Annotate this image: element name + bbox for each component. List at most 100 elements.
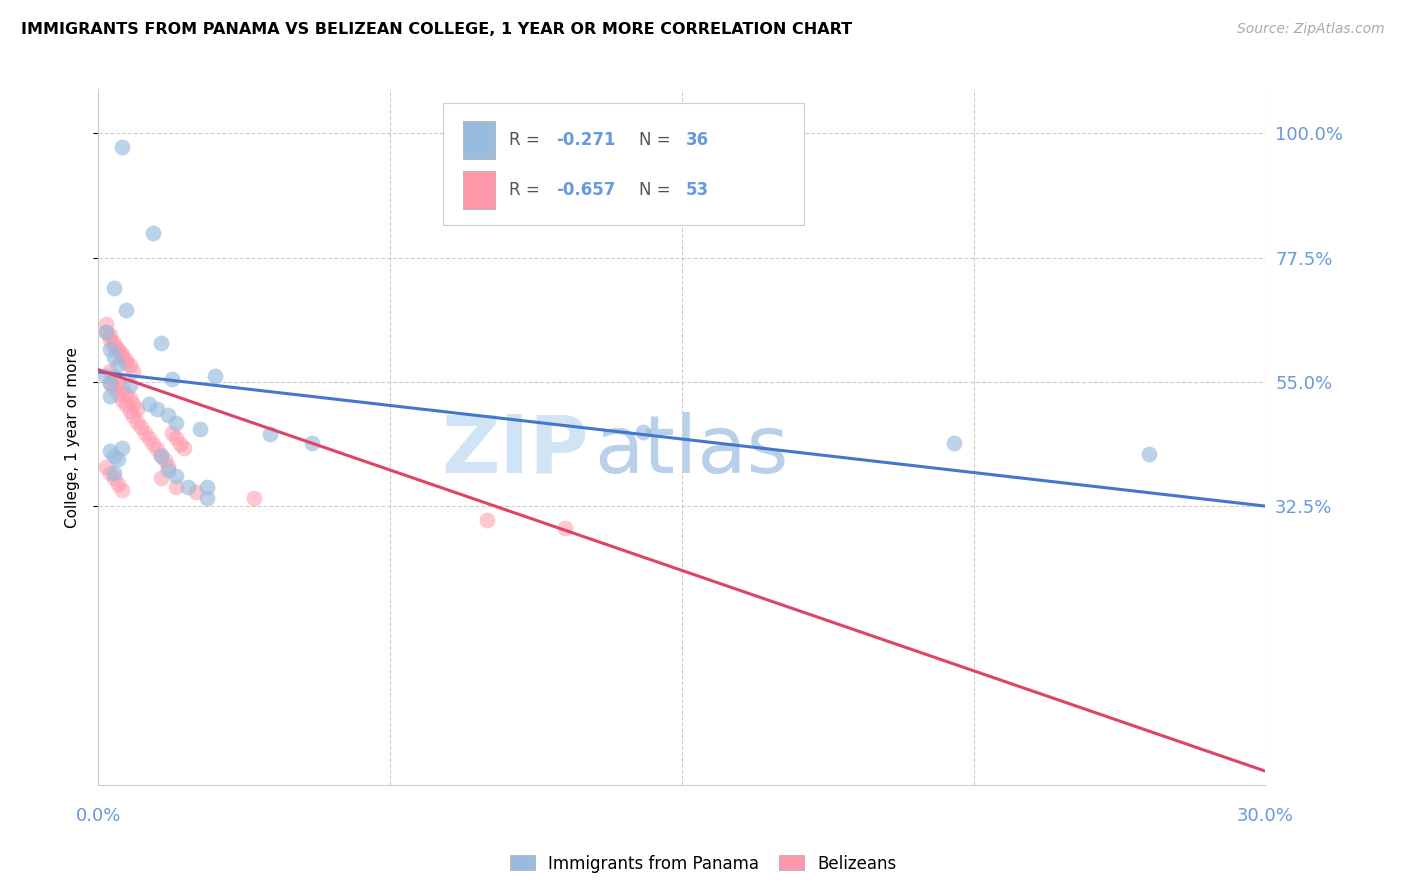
Text: Source: ZipAtlas.com: Source: ZipAtlas.com xyxy=(1237,22,1385,37)
Point xyxy=(107,359,129,373)
Point xyxy=(98,327,121,342)
Point xyxy=(146,402,169,417)
Point xyxy=(631,425,654,439)
Point xyxy=(118,403,141,417)
Point xyxy=(107,376,129,390)
Point xyxy=(149,471,172,485)
Point xyxy=(177,480,200,494)
Point xyxy=(98,376,121,390)
Y-axis label: College, 1 year or more: College, 1 year or more xyxy=(65,347,80,527)
Point xyxy=(98,342,121,356)
Text: atlas: atlas xyxy=(595,412,789,490)
Point xyxy=(103,339,125,353)
Point xyxy=(118,359,141,373)
Point xyxy=(122,397,145,411)
Text: -0.271: -0.271 xyxy=(555,131,616,149)
Point xyxy=(157,463,180,477)
Point xyxy=(943,435,966,450)
Point xyxy=(122,364,145,378)
Point xyxy=(103,382,125,396)
Point xyxy=(103,350,125,364)
Point xyxy=(107,342,129,356)
Point xyxy=(111,382,134,396)
Point xyxy=(173,441,195,455)
Point xyxy=(107,452,129,467)
Point xyxy=(98,364,121,378)
Point xyxy=(129,420,152,434)
Point xyxy=(96,325,118,339)
Legend: Immigrants from Panama, Belizeans: Immigrants from Panama, Belizeans xyxy=(503,848,903,880)
Point xyxy=(114,355,136,369)
Point xyxy=(165,480,187,494)
Point xyxy=(103,336,125,351)
Point xyxy=(122,409,145,423)
Point xyxy=(114,303,136,318)
Point xyxy=(142,436,165,450)
Point xyxy=(114,398,136,412)
Point xyxy=(98,389,121,403)
Point xyxy=(138,431,160,445)
Point xyxy=(96,369,118,384)
Text: IMMIGRANTS FROM PANAMA VS BELIZEAN COLLEGE, 1 YEAR OR MORE CORRELATION CHART: IMMIGRANTS FROM PANAMA VS BELIZEAN COLLE… xyxy=(21,22,852,37)
Point xyxy=(157,408,180,422)
Point xyxy=(107,477,129,491)
Point xyxy=(103,471,125,485)
Point xyxy=(103,281,125,295)
Point xyxy=(195,491,218,505)
Point xyxy=(162,425,184,440)
Point xyxy=(134,425,156,440)
Text: 53: 53 xyxy=(685,181,709,199)
Text: -0.657: -0.657 xyxy=(555,181,616,199)
Point xyxy=(98,466,121,480)
Point xyxy=(118,392,141,406)
Point xyxy=(477,513,499,527)
Point xyxy=(111,347,134,361)
Point xyxy=(301,435,323,450)
Point xyxy=(554,521,576,535)
Point xyxy=(184,485,207,500)
Point xyxy=(107,344,129,359)
Point xyxy=(162,372,184,386)
Point xyxy=(127,415,149,429)
Point xyxy=(111,140,134,154)
Point xyxy=(98,334,121,348)
Point xyxy=(111,483,134,497)
Point xyxy=(1137,447,1160,461)
Text: 0.0%: 0.0% xyxy=(76,807,121,825)
Text: R =: R = xyxy=(509,131,546,149)
Point xyxy=(96,325,118,339)
Point xyxy=(204,369,226,384)
Point xyxy=(111,350,134,364)
Point xyxy=(153,453,176,467)
Point xyxy=(96,317,118,331)
Text: N =: N = xyxy=(638,181,676,199)
Point xyxy=(165,417,187,431)
Text: 30.0%: 30.0% xyxy=(1237,807,1294,825)
Point xyxy=(111,392,134,407)
Point xyxy=(188,422,211,436)
Point xyxy=(118,377,141,392)
Bar xyxy=(463,171,495,210)
Point xyxy=(103,450,125,464)
Point xyxy=(157,458,180,473)
Text: R =: R = xyxy=(509,181,546,199)
Point xyxy=(114,387,136,401)
Point xyxy=(96,460,118,475)
Point xyxy=(103,466,125,480)
Point xyxy=(149,336,172,351)
Point xyxy=(195,480,218,494)
Point xyxy=(127,402,149,417)
Bar xyxy=(463,120,495,159)
Point xyxy=(103,370,125,384)
Point xyxy=(149,448,172,462)
Point xyxy=(114,352,136,367)
Point xyxy=(111,441,134,455)
Text: 36: 36 xyxy=(685,131,709,149)
Point xyxy=(138,397,160,411)
Text: ZIP: ZIP xyxy=(441,412,589,490)
Point xyxy=(142,226,165,240)
Point xyxy=(146,442,169,457)
Point xyxy=(107,387,129,401)
Point xyxy=(169,436,191,450)
FancyBboxPatch shape xyxy=(443,103,804,225)
